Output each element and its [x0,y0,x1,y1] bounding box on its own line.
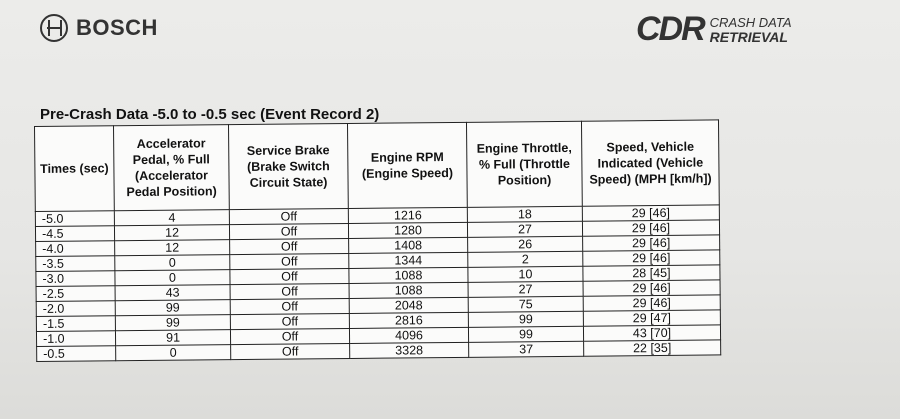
cell-service-brake: Off [229,238,349,255]
cell-vehicle-speed: 29 [46] [582,219,720,237]
cell-vehicle-speed: 22 [35] [583,339,721,357]
cell-vehicle-speed: 29 [46] [583,279,721,297]
cell-service-brake: Off [229,253,349,270]
cell-time: -2.5 [36,285,116,302]
cell-engine-rpm: 2816 [349,312,469,329]
cell-accelerator-pedal: 12 [114,224,230,241]
bosch-logo: BOSCH [40,14,158,42]
cell-service-brake: Off [230,313,350,330]
pre-crash-data-table: Times (sec) Accelerator Pedal, % Full (A… [34,119,722,362]
cell-service-brake: Off [230,328,350,345]
cell-accelerator-pedal: 0 [114,269,231,286]
cell-engine-rpm: 1088 [349,282,469,299]
header-accelerator-pedal: Accelerator Pedal, % Full (Accelerator P… [113,124,230,211]
cell-time: -3.5 [35,255,115,272]
table-title: Pre-Crash Data -5.0 to -0.5 sec (Event R… [40,106,380,123]
cell-time: -0.5 [36,345,116,362]
cell-time: -1.0 [36,330,116,347]
cell-engine-throttle: 99 [468,311,584,328]
cell-engine-throttle: 27 [467,221,583,238]
cell-accelerator-pedal: 91 [115,329,231,346]
cell-service-brake: Off [230,283,350,300]
cell-vehicle-speed: 29 [46] [582,204,720,222]
cell-vehicle-speed: 29 [47] [583,309,721,327]
cell-time: -5.0 [35,210,115,227]
cell-engine-throttle: 75 [468,296,584,313]
cell-time: -4.5 [35,225,115,242]
cell-engine-throttle: 10 [467,266,584,283]
cell-accelerator-pedal: 12 [114,239,230,256]
cell-accelerator-pedal: 43 [115,284,231,301]
cell-engine-rpm: 1408 [348,237,468,254]
header-engine-rpm: Engine RPM (Engine Speed) [347,122,468,209]
cell-accelerator-pedal: 99 [115,314,231,331]
bosch-wordmark: BOSCH [76,15,158,40]
cdr-logo: CDR CRASH DATA RETRIEVAL [636,10,792,49]
header-times: Times (sec) [34,125,115,212]
cell-service-brake: Off [230,343,350,360]
cell-vehicle-speed: 29 [46] [582,234,720,252]
cell-accelerator-pedal: 99 [115,299,231,316]
cell-service-brake: Off [229,208,349,225]
cell-vehicle-speed: 29 [46] [582,249,720,267]
cell-vehicle-speed: 28 [45] [582,264,721,282]
table-body: -5.0 4 Off 1216 18 29 [46] -4.5 12 Off 1280 27 29 [… [35,204,721,362]
cell-accelerator-pedal: 0 [114,254,230,271]
header-vehicle-speed: Speed, Vehicle Indicated (Vehicle Speed)… [581,119,720,207]
cell-time: -3.0 [35,270,116,287]
cell-time: -2.0 [36,300,116,317]
cell-time: -4.0 [35,240,115,257]
cell-engine-throttle: 37 [468,341,584,358]
cdr-line-1: CRASH DATA [709,14,792,30]
cell-engine-rpm: 3328 [349,342,469,359]
cell-engine-rpm: 1088 [348,267,469,284]
header-service-brake: Service Brake (Brake Switch Circuit Stat… [228,123,349,210]
cell-engine-throttle: 99 [468,326,584,343]
cell-time: -1.5 [36,315,116,332]
header-engine-throttle: Engine Throttle, % Full (Throttle Positi… [466,121,583,208]
cell-accelerator-pedal: 0 [115,344,231,361]
cell-service-brake: Off [229,268,350,285]
cell-service-brake: Off [229,223,349,240]
cell-vehicle-speed: 29 [46] [583,294,721,312]
cell-engine-throttle: 18 [467,206,583,223]
cell-engine-rpm: 2048 [349,297,469,314]
bosch-armature-icon [40,14,68,42]
cell-engine-throttle: 26 [467,236,583,253]
table-header-row: Times (sec) Accelerator Pedal, % Full (A… [34,119,720,212]
cell-engine-throttle: 27 [468,281,584,298]
cell-accelerator-pedal: 4 [114,209,230,226]
cell-engine-rpm: 4096 [349,327,469,344]
cdr-mark: CDR [636,10,706,48]
cdr-line-2: RETRIEVAL [709,28,788,45]
cell-engine-rpm: 1344 [348,252,468,269]
cell-vehicle-speed: 43 [70] [583,324,721,342]
cell-service-brake: Off [230,298,350,315]
cell-engine-rpm: 1216 [348,207,468,224]
cell-engine-throttle: 2 [467,251,583,268]
cell-engine-rpm: 1280 [348,222,468,239]
cdr-wordmark: CRASH DATA RETRIEVAL [710,15,792,45]
